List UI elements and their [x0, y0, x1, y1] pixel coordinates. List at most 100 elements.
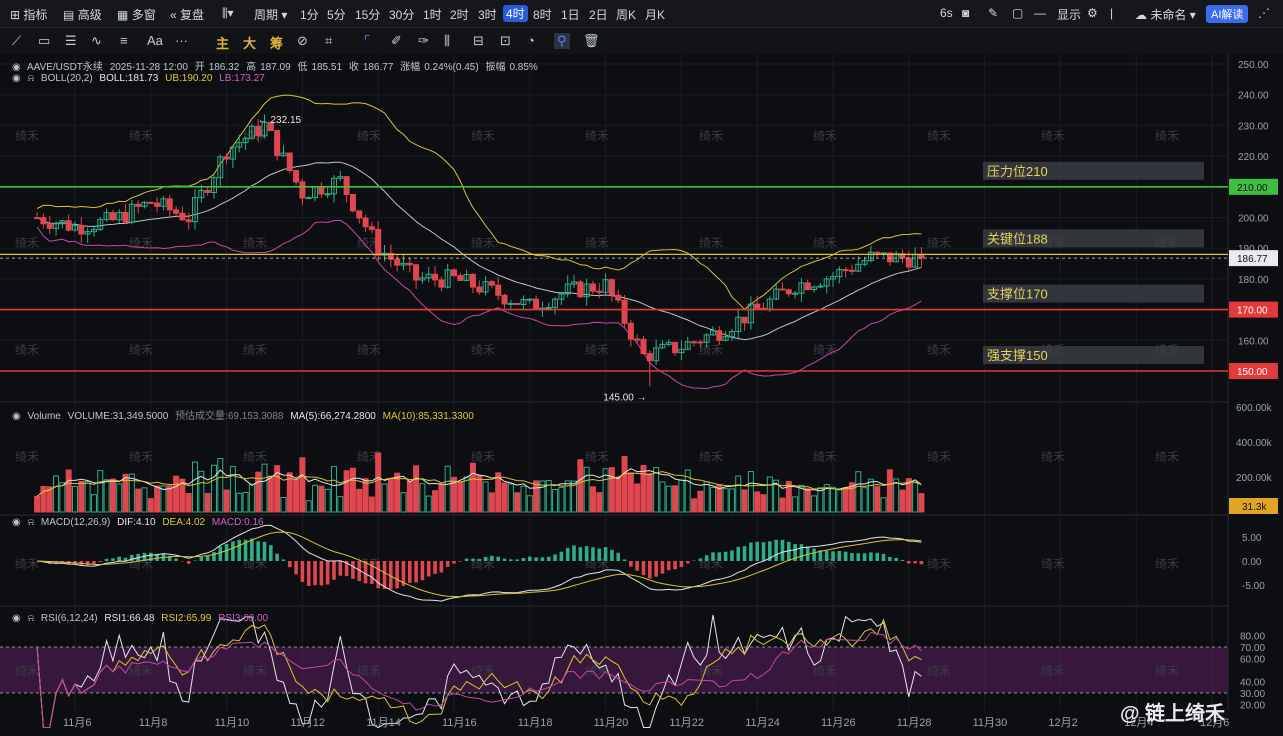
ai-interpret-button[interactable]: AI解读	[1206, 5, 1249, 23]
period-15m[interactable]: 15分	[355, 8, 381, 22]
chart-area[interactable]: 绮禾 绮禾 绮禾 绮禾 绮禾 绮禾 绮禾 绮禾 绮禾 绮禾 绮禾 绮禾 绮禾 绮禾 绮禾 绮禾 绮禾 绮禾 绮禾 绮禾…	[0, 54, 1283, 736]
eye-icon[interactable]: ◉	[12, 73, 21, 84]
period-week[interactable]: 周K	[616, 8, 637, 22]
rsi-tick-label: 20.00	[1240, 701, 1265, 712]
volume-bar	[773, 479, 780, 513]
fullscreen-icon[interactable]: ▢	[1012, 6, 1024, 20]
toolbar-indicators[interactable]: ⊞ 指标	[10, 6, 47, 23]
refresh-interval[interactable]: 6s	[940, 6, 953, 20]
level-label-box	[983, 161, 1204, 180]
toolbar-advanced[interactable]: ▤ 高级	[63, 6, 102, 23]
volume-bar	[438, 483, 445, 513]
macd-histogram-bar	[370, 561, 374, 585]
volume-bar	[53, 475, 60, 513]
period-2d[interactable]: 2日	[589, 8, 608, 22]
ruler-icon[interactable]: ⌗	[325, 33, 333, 48]
brush-icon[interactable]: ✐	[391, 33, 402, 48]
macd-histogram-bar	[250, 538, 254, 561]
eye-icon[interactable]: ◉	[12, 411, 21, 422]
macd-histogram-bar	[344, 561, 349, 577]
eye-icon[interactable]: ◉	[12, 62, 21, 73]
eye-icon[interactable]: ◔	[527, 33, 535, 48]
text-tool-icon[interactable]: Aa	[147, 33, 163, 48]
eye-icon[interactable]: ◉	[12, 517, 21, 528]
macd-histogram-bar	[464, 558, 469, 561]
cursor-icon[interactable]: ⌜	[364, 33, 371, 48]
period-month[interactable]: 月K	[645, 8, 666, 22]
candle-body	[867, 251, 874, 262]
candle-body	[305, 197, 312, 200]
period-1d[interactable]: 1日	[561, 8, 580, 22]
boll-legend: ◉ ⍾ BOLL(20,2) BOLL:181.73 UB:190.20 LB:…	[12, 73, 269, 84]
candle-body	[185, 219, 192, 223]
big-toggle[interactable]: 大	[243, 36, 257, 51]
lock-icon[interactable]: ⊟	[473, 33, 484, 48]
price-tick-label: 160.00	[1238, 336, 1269, 347]
volume-bar	[318, 485, 325, 513]
volume-bar	[482, 481, 489, 513]
candle-body	[893, 253, 900, 263]
candle-body	[722, 336, 729, 341]
low-value: 185.51	[311, 62, 343, 73]
candle-body	[476, 286, 483, 293]
watermark-text: 绮禾	[1155, 450, 1179, 464]
watermark-text: 绮禾	[15, 236, 39, 250]
pen-icon[interactable]: ✎	[988, 6, 999, 20]
fib-tool-icon[interactable]: ≡	[120, 33, 128, 48]
share-icon[interactable]: ⋰	[1258, 6, 1270, 20]
volume-bar	[185, 493, 192, 513]
period-30m[interactable]: 30分	[389, 8, 415, 22]
toolbar-replay[interactable]: « 复盘	[170, 6, 204, 23]
candle-body	[128, 203, 135, 223]
layout-name[interactable]: ☁ 未命名 ▾	[1135, 8, 1196, 22]
period-5m[interactable]: 5分	[327, 8, 346, 22]
volume-bar	[558, 486, 565, 513]
eye-icon[interactable]: ◉	[12, 613, 21, 624]
period-2h[interactable]: 2时	[450, 8, 469, 22]
filter-icon[interactable]: ⚲	[554, 33, 570, 49]
candle-icon[interactable]: ⫼	[444, 33, 450, 48]
watermark-text: 绮禾	[927, 343, 951, 357]
display-button[interactable]: 显示	[1057, 8, 1082, 22]
chart-type-icon[interactable]: ⫼▾	[222, 6, 234, 20]
settings-icon[interactable]: ⚙	[1087, 6, 1098, 20]
volume-bar	[488, 492, 495, 513]
candle-body	[261, 121, 268, 137]
macd-histogram-bar	[717, 552, 722, 561]
macd-histogram-bar	[117, 556, 122, 561]
volume-bar	[160, 485, 167, 513]
camera-icon[interactable]: ◙	[962, 6, 970, 20]
period-3h[interactable]: 3时	[478, 8, 497, 22]
period-1h[interactable]: 1时	[423, 8, 442, 22]
chips-toggle[interactable]: 筹	[270, 36, 284, 51]
period-4h[interactable]: 4时	[503, 5, 528, 22]
minus-icon[interactable]: —	[1034, 6, 1046, 20]
macd-histogram-bar	[528, 556, 532, 561]
main-toggle[interactable]: 主	[216, 36, 230, 51]
toolbar-multi-window[interactable]: ▦ 多窗	[117, 6, 156, 23]
volume-bar	[646, 473, 653, 513]
bell-icon[interactable]: ⍾	[27, 613, 35, 624]
line-tool-icon[interactable]: ⟋	[12, 33, 22, 48]
highlighter-icon[interactable]: ✑	[418, 33, 429, 48]
date-tick-label: 12月2	[1048, 717, 1077, 729]
toolbar-period[interactable]: 周期 ▾	[254, 8, 288, 22]
volume-bar	[72, 485, 78, 513]
macd-histogram-bar	[357, 561, 362, 582]
candle-body	[65, 220, 72, 231]
bell-icon[interactable]: ⍾	[27, 73, 35, 84]
period-1m[interactable]: 1分	[300, 8, 319, 22]
rectangle-tool-icon[interactable]: ▭	[38, 33, 51, 48]
wave-tool-icon[interactable]: ∿	[91, 33, 102, 48]
bell-icon[interactable]: ⍾	[27, 517, 35, 528]
candle-body	[773, 288, 780, 300]
more-tools-icon[interactable]: ···	[175, 33, 188, 48]
magnet-icon[interactable]: ⊘	[297, 33, 308, 48]
clipboard-icon[interactable]: ⊡	[500, 33, 511, 48]
trash-icon[interactable]: 🗑	[583, 33, 600, 48]
level-label-box	[983, 346, 1204, 364]
parallel-lines-icon[interactable]: ☰	[65, 33, 77, 48]
candle-body	[255, 125, 262, 137]
period-8h[interactable]: 8时	[533, 8, 552, 22]
